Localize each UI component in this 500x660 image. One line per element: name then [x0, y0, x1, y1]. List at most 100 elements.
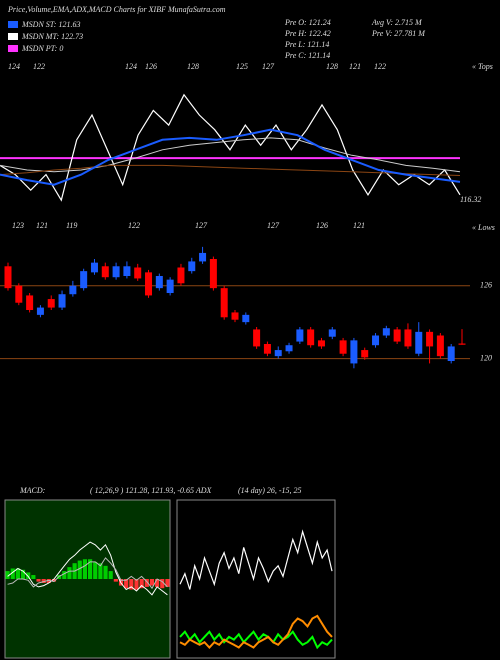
histogram-bar	[62, 571, 67, 579]
tops-label: « Tops	[472, 62, 493, 71]
candle-body	[15, 285, 23, 303]
histogram-bar	[67, 567, 72, 579]
histogram-bar	[165, 579, 170, 587]
y-tick-label: 126	[480, 281, 492, 290]
top-label: 122	[33, 62, 45, 71]
candle-body	[426, 331, 434, 347]
histogram-bar	[93, 561, 98, 579]
histogram-bar	[46, 579, 51, 583]
candle-body	[339, 340, 347, 354]
candle-body	[145, 272, 153, 296]
price-line	[0, 164, 461, 176]
candle-body	[58, 294, 66, 308]
adx-line	[179, 529, 333, 590]
candle-body	[393, 329, 401, 342]
candle-body	[263, 344, 271, 354]
chart-title: Price,Volume,EMA,ADX,MACD Charts for XIB…	[7, 5, 226, 14]
histogram-bar	[155, 579, 160, 587]
candle-body	[436, 335, 444, 357]
low-label: 127	[195, 221, 208, 230]
candle-body	[231, 312, 239, 320]
top-label: 127	[262, 62, 275, 71]
macd-line	[7, 541, 168, 596]
histogram-bar	[31, 575, 36, 579]
candle-body	[166, 279, 174, 293]
low-label: 122	[128, 221, 140, 230]
histogram-bar	[98, 563, 103, 579]
price-line	[0, 128, 461, 186]
candle-body	[317, 340, 325, 347]
histogram-bar	[103, 565, 108, 579]
candle-body	[382, 328, 390, 336]
candle-body	[209, 259, 217, 289]
low-label: 121	[353, 221, 365, 230]
histogram-bar	[10, 568, 15, 579]
stat-label: Pre H: 122.42	[284, 29, 331, 38]
candle-body	[80, 271, 88, 289]
y-tick-label: 120	[480, 353, 492, 362]
stat-label: Avg V: 2.715 M	[371, 18, 423, 27]
histogram-bar	[77, 560, 82, 579]
top-label: 122	[374, 62, 386, 71]
candle-body	[447, 346, 455, 361]
candle-body	[4, 266, 12, 289]
stat-label: Pre L: 121.14	[284, 40, 329, 49]
last-price-label: 116.32	[460, 195, 481, 204]
histogram-bar	[129, 579, 134, 590]
candle-body	[188, 261, 196, 272]
candle-body	[274, 350, 282, 357]
macd-line	[7, 557, 168, 590]
legend-swatch	[8, 33, 18, 40]
candle-body	[350, 340, 358, 364]
candle-body	[415, 331, 423, 354]
candle-body	[155, 276, 163, 289]
histogram-bar	[134, 579, 139, 590]
panel-subtitle: (14 day) 26, -15, 25	[238, 486, 302, 495]
histogram-bar	[82, 559, 87, 579]
candle-body	[101, 266, 109, 278]
histogram-bar	[149, 579, 155, 586]
top-label: 121	[349, 62, 361, 71]
price-line	[0, 137, 461, 173]
histogram-bar	[36, 579, 41, 582]
histogram-bar	[15, 568, 20, 579]
stat-label: Pre V: 27.781 M	[371, 29, 426, 38]
legend-label: MSDN PT: 0	[21, 44, 63, 53]
candle-body	[307, 329, 315, 346]
top-label: 124	[8, 62, 20, 71]
legend-label: MSDN ST: 121.63	[21, 20, 80, 29]
histogram-bar	[160, 579, 165, 589]
histogram-bar	[51, 579, 57, 582]
histogram-bar	[139, 579, 144, 589]
histogram-bar	[124, 579, 129, 589]
candle-body	[134, 267, 142, 279]
candle-body	[26, 295, 34, 310]
candle-body	[69, 285, 77, 295]
histogram-bar	[108, 571, 113, 579]
top-label: 128	[326, 62, 338, 71]
lows-label: « Lows	[472, 223, 495, 232]
candle-body	[361, 350, 369, 358]
candle-body	[90, 262, 98, 273]
low-label: 126	[316, 221, 328, 230]
histogram-bar	[113, 579, 118, 582]
candle-body	[36, 307, 44, 315]
top-label: 124	[125, 62, 137, 71]
histogram-bar	[5, 571, 10, 579]
candle-body	[242, 314, 250, 323]
candle-body	[296, 329, 304, 342]
stat-label: Pre C: 121.14	[284, 51, 330, 60]
candle-body	[458, 343, 466, 345]
histogram-bar	[144, 579, 149, 587]
top-label: 128	[187, 62, 199, 71]
panel-title: MACD:	[19, 486, 46, 495]
candle-body	[285, 345, 293, 352]
histogram-bar	[88, 559, 93, 579]
candle-body	[372, 335, 380, 346]
top-label: 126	[145, 62, 157, 71]
adx-line	[179, 614, 333, 649]
panel-background	[176, 499, 336, 659]
candle-body	[177, 267, 185, 284]
candle-body	[253, 329, 261, 347]
